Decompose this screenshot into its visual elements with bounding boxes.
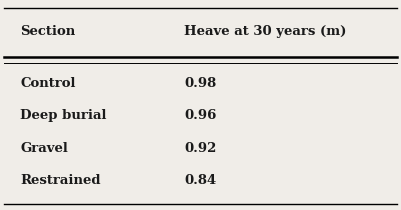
Text: Deep burial: Deep burial: [20, 109, 107, 122]
Text: 0.96: 0.96: [184, 109, 217, 122]
Text: Heave at 30 years (m): Heave at 30 years (m): [184, 25, 347, 38]
Text: 0.98: 0.98: [184, 77, 217, 90]
Text: Restrained: Restrained: [20, 174, 101, 187]
Text: 0.84: 0.84: [184, 174, 217, 187]
Text: Gravel: Gravel: [20, 142, 68, 155]
Text: Control: Control: [20, 77, 75, 90]
Text: 0.92: 0.92: [184, 142, 217, 155]
Text: Section: Section: [20, 25, 75, 38]
